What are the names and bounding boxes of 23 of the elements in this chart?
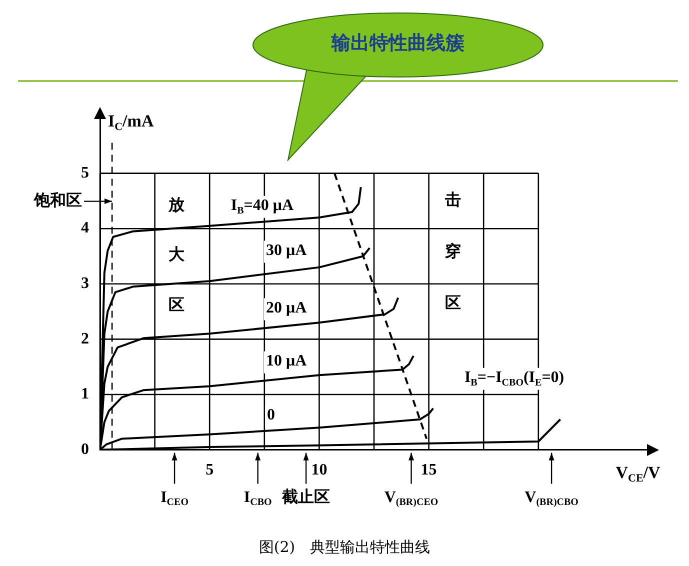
- y-tick-label: 4: [81, 220, 89, 237]
- annotation: 放: [168, 196, 186, 214]
- y-tick-label: 3: [81, 275, 89, 292]
- y-tick-label: 0: [81, 440, 89, 458]
- annotation: 区: [444, 294, 461, 312]
- x-tick-label: 15: [420, 462, 437, 479]
- y-tick-label: 1: [81, 386, 89, 403]
- annotation: 大: [168, 245, 186, 264]
- annotation: 10 μA: [266, 352, 308, 370]
- ref-line-label: 饱和区: [33, 191, 82, 210]
- x-tick-label: 5: [206, 462, 214, 479]
- annotation: 穿: [444, 242, 461, 261]
- x-tick-label: 10: [311, 462, 328, 479]
- annotation: 0: [266, 406, 275, 424]
- chart-title: 输出特性曲线簇: [330, 31, 466, 56]
- annotation: 20 μA: [266, 299, 308, 316]
- text: 截止区: [281, 488, 330, 506]
- annotation: 区: [168, 297, 185, 314]
- annotation: 30 μA: [266, 242, 308, 259]
- y-tick-label: 2: [81, 330, 89, 348]
- y-tick-label: 5: [81, 164, 89, 182]
- annotation: 击: [444, 191, 461, 210]
- text: 图(2) 典型输出特性曲线: [258, 538, 432, 557]
